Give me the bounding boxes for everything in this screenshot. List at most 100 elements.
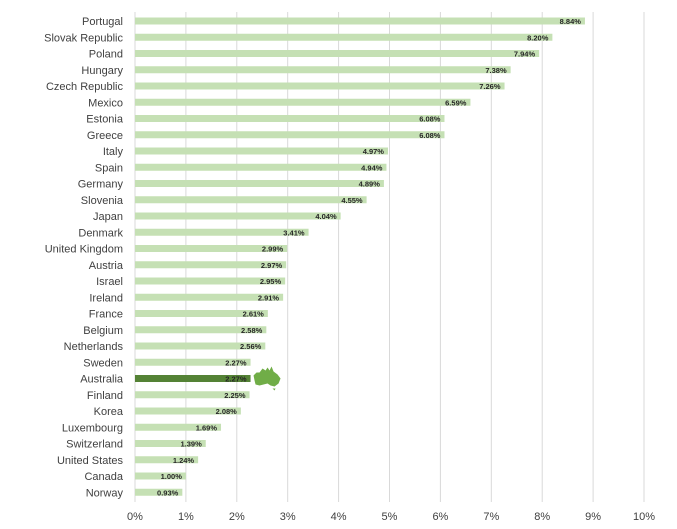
bar-luxembourg <box>135 423 222 431</box>
data-label-belgium: 2.58% <box>241 326 263 335</box>
x-tick-label: 0% <box>127 511 143 523</box>
data-label-israel: 2.95% <box>260 277 282 286</box>
bar-czech-republic <box>135 82 505 90</box>
category-label-australia: Australia <box>80 374 124 386</box>
x-tick-label: 1% <box>178 511 194 523</box>
bar-poland <box>135 50 540 57</box>
data-label-austria: 2.97% <box>261 261 283 270</box>
category-label-spain: Spain <box>95 162 123 174</box>
data-label-united-states: 1.24% <box>173 456 195 465</box>
category-label-luxembourg: Luxembourg <box>62 422 123 434</box>
data-label-switzerland: 1.39% <box>180 440 202 449</box>
bar-australia <box>135 375 251 382</box>
category-label-norway: Norway <box>86 487 124 499</box>
bar-mexico <box>135 98 471 106</box>
category-label-korea: Korea <box>94 406 124 418</box>
x-tick-label: 5% <box>382 511 398 523</box>
bar-israel <box>135 277 286 285</box>
bar-slovak-republic <box>135 33 553 41</box>
data-label-estonia: 6.08% <box>419 115 441 124</box>
bar-austria <box>135 261 287 269</box>
bar-sweden <box>135 358 251 366</box>
data-label-poland: 7.94% <box>514 50 536 59</box>
bar-japan <box>135 212 341 220</box>
category-label-united-states: United States <box>57 455 124 467</box>
data-labels: 8.84% 8.20% 7.94% 7.38% 7.26% 6.59% 6.08% 6.08%… <box>157 17 581 497</box>
bar-portugal <box>135 17 585 25</box>
category-label-japan: Japan <box>93 211 123 223</box>
data-label-slovenia: 4.55% <box>341 196 363 205</box>
data-label-greece: 6.08% <box>419 131 441 140</box>
data-label-czech-republic: 7.26% <box>479 82 501 91</box>
category-label-united-kingdom: United Kingdom <box>45 244 123 256</box>
bar-france <box>135 310 268 317</box>
data-label-france: 2.61% <box>243 310 265 319</box>
bar-united-kingdom <box>135 245 288 252</box>
data-label-australia: 2.27% <box>225 375 247 384</box>
bar-finland <box>135 391 250 399</box>
category-label-mexico: Mexico <box>88 97 123 109</box>
category-label-austria: Austria <box>89 260 124 272</box>
bar-belgium <box>135 326 267 334</box>
category-label-greece: Greece <box>87 130 123 142</box>
data-label-norway: 0.93% <box>157 488 179 497</box>
data-label-ireland: 2.91% <box>258 293 280 302</box>
data-label-united-kingdom: 2.99% <box>262 245 284 254</box>
data-label-mexico: 6.59% <box>445 98 467 107</box>
data-label-slovak-republic: 8.20% <box>527 33 549 42</box>
category-label-slovak-republic: Slovak Republic <box>44 32 123 44</box>
category-label-netherlands: Netherlands <box>64 341 124 353</box>
data-label-luxembourg: 1.69% <box>196 423 218 432</box>
x-tick-label: 2% <box>229 511 245 523</box>
bar-hungary <box>135 66 511 74</box>
data-label-korea: 2.08% <box>216 407 238 416</box>
bar-denmark <box>135 228 309 236</box>
category-label-germany: Germany <box>78 179 124 191</box>
category-label-switzerland: Switzerland <box>66 439 123 451</box>
category-label-czech-republic: Czech Republic <box>46 81 124 93</box>
data-label-denmark: 3.41% <box>283 228 305 237</box>
data-label-germany: 4.89% <box>359 180 381 189</box>
x-tick-label: 7% <box>483 511 499 523</box>
bar-norway <box>135 488 183 496</box>
bar-germany <box>135 180 384 187</box>
bar-ireland <box>135 293 284 301</box>
data-label-canada: 1.00% <box>161 472 183 481</box>
gridlines <box>134 12 645 502</box>
category-label-poland: Poland <box>89 49 123 61</box>
data-label-finland: 2.25% <box>224 391 246 400</box>
category-label-canada: Canada <box>84 471 123 483</box>
bar-italy <box>135 147 388 155</box>
category-label-finland: Finland <box>87 390 123 402</box>
x-tick-label: 6% <box>432 511 448 523</box>
bar-spain <box>135 163 387 171</box>
x-tick-label: 8% <box>534 511 550 523</box>
australia-map-icon <box>253 366 281 391</box>
category-label-italy: Italy <box>103 146 124 158</box>
bars <box>135 17 585 496</box>
x-axis-tick-labels: 0% 1% 2% 3% 4% 5% 6% 7% 8% 9% 10% <box>127 511 655 523</box>
category-labels: Portugal Slovak Republic Poland Hungary Czec… <box>44 16 124 499</box>
x-tick-label: 4% <box>331 511 347 523</box>
bar-estonia <box>135 115 445 122</box>
data-label-italy: 4.97% <box>363 147 385 156</box>
bar-greece <box>135 131 445 139</box>
category-label-sweden: Sweden <box>83 357 123 369</box>
x-tick-label: 10% <box>633 511 655 523</box>
data-label-japan: 4.04% <box>315 212 337 221</box>
bar-united-states <box>135 456 199 464</box>
bar-korea <box>135 407 241 415</box>
data-label-netherlands: 2.56% <box>240 342 262 351</box>
bar-switzerland <box>135 440 206 447</box>
bar-slovenia <box>135 196 367 204</box>
category-label-ireland: Ireland <box>89 292 123 304</box>
category-label-france: France <box>89 309 123 321</box>
x-tick-label: 3% <box>280 511 296 523</box>
bar-canada <box>135 472 186 480</box>
data-label-hungary: 7.38% <box>485 66 507 75</box>
category-label-israel: Israel <box>96 276 123 288</box>
category-label-portugal: Portugal <box>82 16 123 28</box>
data-label-spain: 4.94% <box>361 163 383 172</box>
